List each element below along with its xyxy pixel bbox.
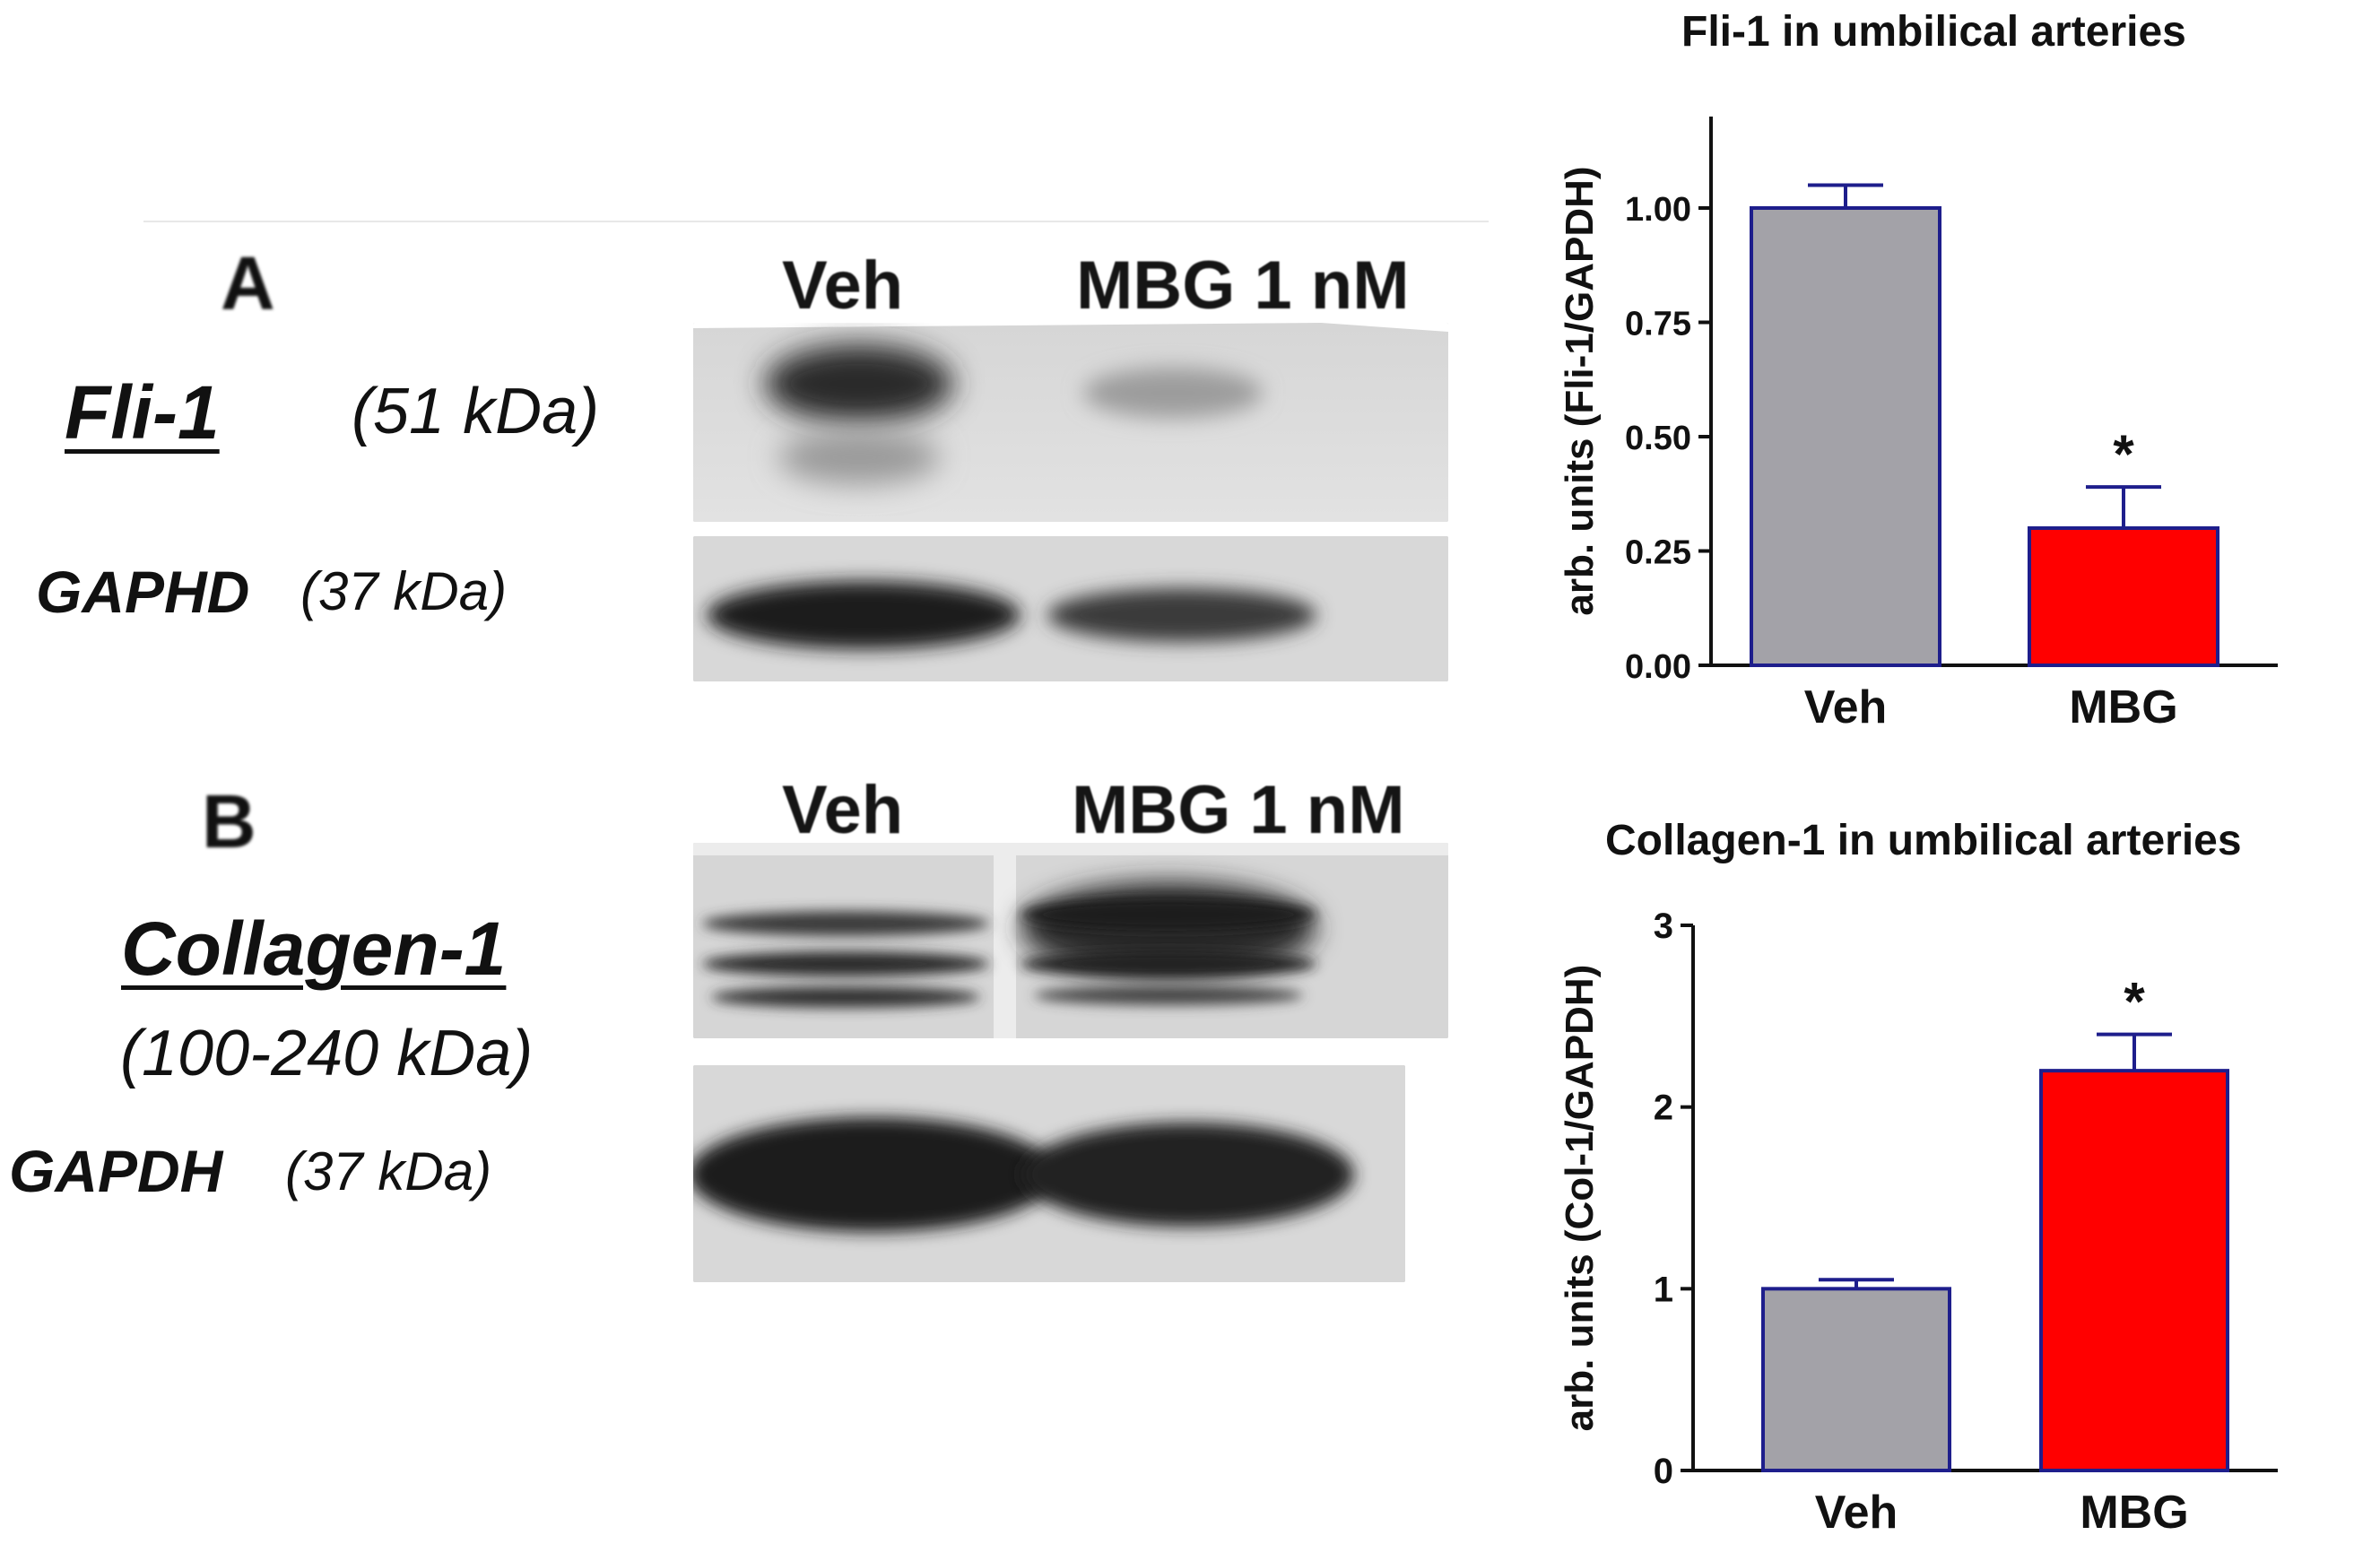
y-axis-label: arb. units (Col-1/GAPDH): [1558, 965, 1602, 1432]
separator-line: [143, 221, 1489, 222]
gapdh-b-band-veh: [693, 1117, 1056, 1232]
gapdh-a-band-mbg: [1047, 588, 1316, 642]
bar-mbg: [2039, 1069, 2229, 1472]
y-axis-label: arb. units (Fli-1/GAPDH): [1558, 166, 1602, 615]
y-tick-label: 0.25: [1625, 534, 1691, 572]
y-tick-label: 0: [1654, 1452, 1673, 1491]
y-tick-label: 1.00: [1625, 191, 1691, 229]
gapdh-b-band-mbg: [1022, 1123, 1354, 1227]
chart-2-title: Collagen-1 in umbilical arteries: [1605, 817, 2242, 864]
panel-a-lane-veh: Veh: [782, 247, 904, 324]
panel-a-letter: A: [221, 241, 275, 325]
chart-1-svg: 0.00 0.25 0.50 0.75 1.00 Veh * MBG arb. units (F…: [1558, 117, 2278, 733]
gapdh-a-band-veh: [707, 581, 1021, 649]
col1-veh-band-2: [702, 951, 989, 976]
panel-b-lane-veh: Veh: [782, 772, 904, 848]
chart-2-svg: 0 1 2 3 Veh * MBG arb. units (Col-1/GAPDH): [1558, 906, 2278, 1539]
panel-a-gapdh-blot: [693, 536, 1448, 681]
col1-veh-band-1: [702, 911, 989, 936]
fli1-band-veh: [765, 344, 953, 423]
fli1-blot: [693, 323, 1448, 522]
chart-1-title: Fli-1 in umbilical arteries: [1681, 8, 2186, 56]
fli1-band-mbg: [1083, 368, 1263, 418]
y-tick-label: 2: [1654, 1089, 1673, 1128]
collagen1-kda-label: (100-240 kDa): [120, 1018, 534, 1089]
col1-mbg-band-2: [1021, 950, 1316, 977]
bar-veh: [1750, 206, 1941, 667]
panel-b-gapdh-kda: (37 kDa): [285, 1141, 492, 1201]
panel-b-gapdh-blot: [693, 1065, 1405, 1282]
panel-b-lane-mbg: MBG 1 nM: [1072, 772, 1405, 848]
y-tick-label: 0.50: [1625, 420, 1691, 457]
collagen1-protein-label: Collagen-1: [121, 906, 507, 991]
significance-marker: *: [2113, 424, 2134, 484]
bar-veh: [1761, 1287, 1951, 1473]
bar-mbg: [2028, 526, 2219, 667]
col1-mbg-band-3: [1034, 985, 1303, 1005]
y-tick-label: 3: [1654, 906, 1673, 946]
x-tick-label-mbg: MBG: [2080, 1487, 2188, 1539]
collagen1-blot: [693, 843, 1448, 1038]
panel-a-lane-mbg: MBG 1 nM: [1076, 247, 1410, 324]
x-tick-label-veh: Veh: [1815, 1487, 1898, 1539]
panel-b-letter: B: [202, 779, 256, 863]
x-tick-label-mbg: MBG: [2069, 681, 2177, 733]
y-tick-label: 0.00: [1625, 648, 1691, 686]
y-tick-label: 0.75: [1625, 306, 1691, 343]
significance-marker: *: [2124, 972, 2145, 1032]
col1-veh-band-3: [711, 986, 980, 1008]
x-tick-label-veh: Veh: [1804, 681, 1888, 733]
fli1-kda-label: (51 kDa): [352, 376, 600, 447]
fli1-protein-label: Fli-1: [65, 370, 220, 455]
fli1-band-veh-tail: [778, 430, 940, 484]
panel-a-gapdh-kda: (37 kDa): [300, 561, 508, 621]
panel-b-gapdh-label: GAPDH: [9, 1138, 223, 1204]
panel-a-gapdh-label: GAPHD: [36, 559, 250, 625]
y-tick-label: 1: [1654, 1270, 1673, 1309]
col1-mbg-band-1: [1021, 898, 1316, 931]
